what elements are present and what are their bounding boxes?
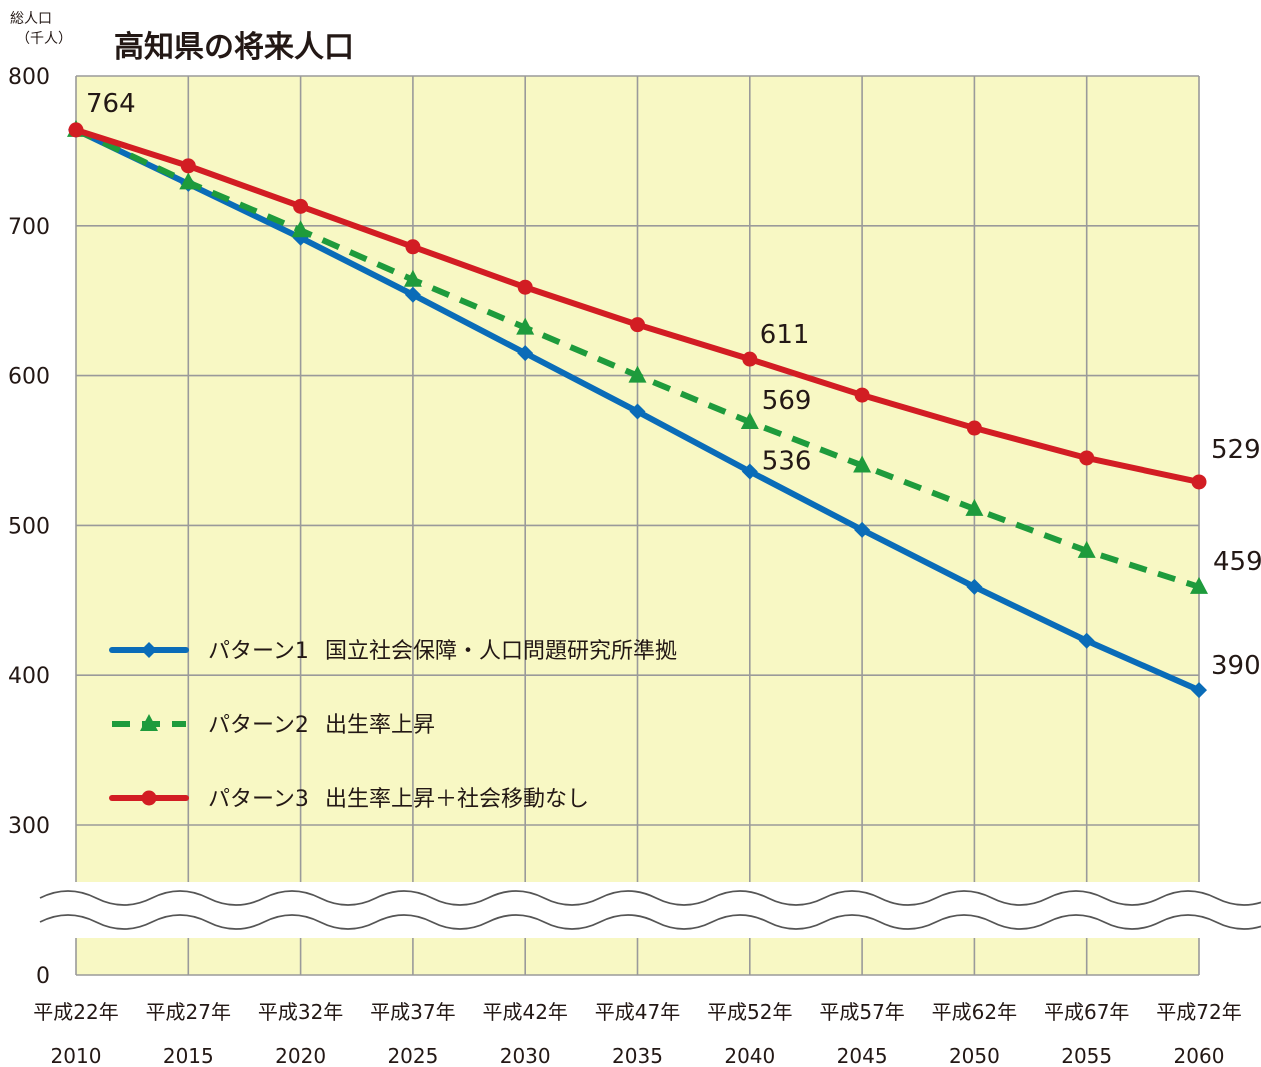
legend-swatch-marker-1 xyxy=(141,642,157,658)
legend-name-2: パターン2 xyxy=(208,713,309,738)
legend-name-1: パターン1 xyxy=(208,639,309,664)
series-2-point-2035 xyxy=(628,365,647,383)
y-axis-ticks: 0 300 400 500 600 700 800 xyxy=(8,65,50,989)
x-era-label-2060: 平成72年 xyxy=(1156,1000,1241,1024)
series-layer xyxy=(67,119,1208,699)
x-era-label-2035: 平成47年 xyxy=(595,1000,680,1024)
y-tick-label-800: 800 xyxy=(8,65,50,90)
series-2-point-2050 xyxy=(965,498,984,516)
x-era-label-2020: 平成32年 xyxy=(258,1000,343,1024)
axis-break-wave-bottom xyxy=(39,914,1261,930)
x-year-label-2025: 2025 xyxy=(387,1044,438,1067)
series-3 xyxy=(68,122,1207,490)
legend-swatch-marker-3 xyxy=(141,790,157,806)
data-label-529: 529 xyxy=(1211,435,1261,465)
series-1-point-2045 xyxy=(854,521,871,538)
axis-break xyxy=(39,882,1261,938)
data-label-459: 459 xyxy=(1213,547,1261,577)
y-tick-label-0: 0 xyxy=(36,964,50,989)
x-era-label-2040: 平成52年 xyxy=(707,1000,792,1024)
series-1-point-2060 xyxy=(1191,682,1207,699)
legend-swatch-marker-2 xyxy=(140,714,158,731)
series-3-point-2020 xyxy=(293,198,309,214)
series-3-point-2060 xyxy=(1191,474,1207,490)
x-year-label-2055: 2055 xyxy=(1061,1044,1112,1067)
y-tick-label-300: 300 xyxy=(8,814,50,839)
series-2-point-2020 xyxy=(291,220,310,238)
x-era-label-2010: 平成22年 xyxy=(33,1000,118,1024)
y-unit-label-line2: （千人） xyxy=(16,31,72,47)
series-3-point-2045 xyxy=(854,387,870,403)
series-2-point-2025 xyxy=(403,269,422,287)
series-3-point-2055 xyxy=(1079,450,1095,466)
series-2-point-2060 xyxy=(1190,576,1208,594)
x-era-label-2050: 平成62年 xyxy=(932,1000,1017,1024)
axis-break-wave-top xyxy=(39,890,1261,906)
legend-item-2: パターン2 出生率上昇 xyxy=(112,713,435,738)
x-year-label-2035: 2035 xyxy=(612,1044,663,1067)
series-3-point-2010 xyxy=(68,122,84,138)
x-era-label-2030: 平成42年 xyxy=(482,1000,567,1024)
data-label-390: 390 xyxy=(1211,651,1261,681)
x-era-label-2055: 平成67年 xyxy=(1044,1000,1129,1024)
x-year-label-2020: 2020 xyxy=(275,1044,326,1067)
series-3-point-2030 xyxy=(517,279,533,295)
series-1-point-2050 xyxy=(966,578,983,595)
legend-name-3: パターン3 xyxy=(208,787,309,812)
series-3-point-2050 xyxy=(966,420,982,436)
y-tick-label-700: 700 xyxy=(8,215,50,240)
data-label-611: 611 xyxy=(760,320,810,350)
legend-item-1: パターン1 国立社会保障・人口問題研究所準拠 xyxy=(109,639,677,664)
series-1-point-2055 xyxy=(1078,632,1095,649)
series-2-point-2030 xyxy=(516,317,535,335)
series-2-point-2055 xyxy=(1077,540,1096,558)
x-year-label-2050: 2050 xyxy=(949,1044,1000,1067)
series-3-point-2015 xyxy=(180,158,196,174)
x-year-label-2045: 2045 xyxy=(837,1044,888,1067)
legend-description-2: 出生率上昇 xyxy=(325,713,435,738)
x-year-label-2040: 2040 xyxy=(724,1044,775,1067)
series-2-point-2015 xyxy=(179,172,198,190)
series-1-point-2040 xyxy=(741,463,758,480)
y-tick-label-500: 500 xyxy=(8,514,50,539)
series-1-point-2030 xyxy=(517,345,534,362)
data-label-569: 569 xyxy=(762,386,812,416)
legend-description-1: 国立社会保障・人口問題研究所準拠 xyxy=(325,639,677,664)
x-era-label-2015: 平成27年 xyxy=(146,1000,231,1024)
x-axis-labels: 平成22年 2010 平成27年 2015 平成32年 2020 平成37年 2025 平成42… xyxy=(33,1000,1241,1067)
chart-title: 高知県の将来人口 xyxy=(114,30,354,65)
data-labels: 764 611 569 536 529 459 390 xyxy=(86,89,1261,681)
data-label-536: 536 xyxy=(762,446,812,476)
legend-item-3: パターン3 出生率上昇＋社会移動なし xyxy=(109,787,589,812)
y-unit-label-line1: 総人口 xyxy=(10,11,52,27)
series-1-point-2025 xyxy=(404,286,421,303)
series-1-point-2035 xyxy=(629,403,646,420)
x-year-label-2010: 2010 xyxy=(51,1044,102,1067)
data-label-764: 764 xyxy=(86,89,136,119)
series-3-point-2025 xyxy=(405,239,421,255)
x-era-label-2045: 平成57年 xyxy=(819,1000,904,1024)
series-3-point-2035 xyxy=(630,317,645,333)
legend-description-3: 出生率上昇＋社会移動なし xyxy=(325,787,589,812)
y-tick-label-400: 400 xyxy=(8,664,50,689)
y-tick-label-600: 600 xyxy=(8,365,50,390)
x-year-label-2060: 2060 xyxy=(1174,1044,1225,1067)
series-2-point-2040 xyxy=(740,412,759,430)
x-year-label-2030: 2030 xyxy=(500,1044,551,1067)
series-2-point-2045 xyxy=(853,455,872,473)
x-year-label-2015: 2015 xyxy=(163,1044,214,1067)
series-3-point-2040 xyxy=(742,351,758,367)
x-era-label-2025: 平成37年 xyxy=(370,1000,455,1024)
